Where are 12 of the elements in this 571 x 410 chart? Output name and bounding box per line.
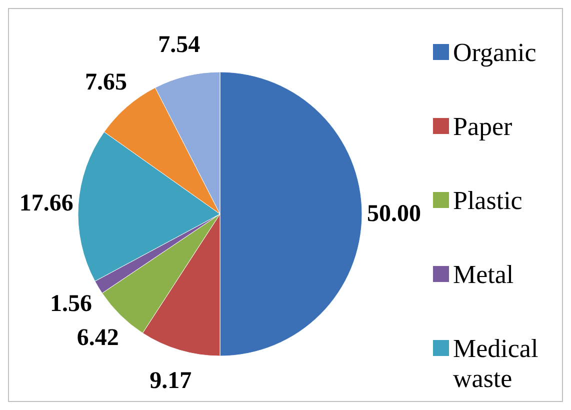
data-label: 7.54 [158,32,200,58]
legend-label: Organic [453,38,536,66]
legend-label: Medical waste [453,334,538,392]
legend-label: Metal [453,260,514,288]
legend-label: Paper [453,112,513,140]
data-label: 50.00 [367,201,421,227]
legend-label: Plastic [453,186,522,214]
data-label: 7.65 [85,70,128,96]
data-label: 6.42 [76,324,119,351]
data-label: 1.56 [50,290,92,317]
data-label: 17.66 [19,190,74,216]
data-label: 9.17 [150,368,192,394]
